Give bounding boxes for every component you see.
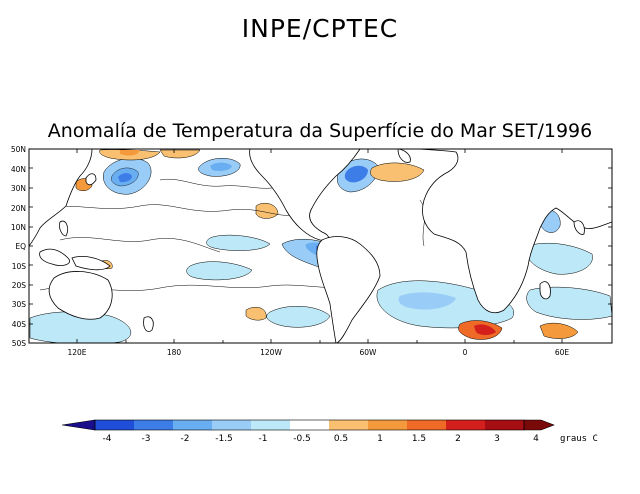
latitude-axis: 50N 40N 30N 20N 10N EQ 10S 20S 30S 40S 5… — [11, 145, 26, 348]
map-title: Anomalía de Temperatura da Superfície do… — [47, 120, 593, 142]
lat-label: 30N — [11, 184, 26, 193]
central-north-pacific-core — [210, 162, 232, 171]
legend-swatch — [368, 420, 407, 430]
borneo-land — [39, 248, 70, 266]
legend-swatch — [95, 420, 134, 430]
lat-label: 40S — [12, 320, 27, 329]
legend-unit-label: graus C — [560, 434, 598, 444]
australia-land — [48, 271, 113, 320]
philippines-land — [59, 220, 68, 237]
north-atlantic-west-core — [344, 165, 368, 183]
legend-tick-label: -0.5 — [293, 434, 311, 444]
legend-colorbar — [61, 419, 555, 431]
legend-swatch — [251, 420, 290, 430]
lat-label: 20S — [12, 281, 27, 290]
lat-label: 50N — [11, 145, 26, 154]
legend-swatch — [212, 420, 251, 430]
legend-tick-label: 0.5 — [334, 434, 348, 444]
south-america-land — [316, 236, 381, 343]
longitude-axis: 120E 180 120W 60W 0 60E — [67, 348, 569, 357]
new-guinea-land — [71, 256, 111, 271]
legend-tick-label: -3 — [142, 434, 151, 444]
south-pacific-cool-band — [186, 261, 253, 281]
legend-swatch — [446, 420, 485, 430]
legend-tick-label: 4 — [533, 434, 539, 444]
lon-label: 120W — [260, 348, 282, 357]
legend-tick-label: -1.5 — [215, 434, 233, 444]
contour-line — [39, 204, 301, 216]
legend-tick-label: 1.5 — [412, 434, 426, 444]
lat-label: 10N — [11, 223, 26, 232]
legend-tick-label: 2 — [455, 434, 461, 444]
north-pacific-west-deep-core — [118, 173, 132, 183]
lon-label: 120E — [67, 348, 86, 357]
lon-label: 60E — [555, 348, 570, 357]
legend-tick-label: 1 — [377, 434, 383, 444]
south-pacific-east-cool-patch — [266, 306, 331, 328]
india-peninsula-land — [573, 220, 585, 235]
contour-line — [159, 178, 283, 189]
lat-label: 30S — [12, 300, 27, 309]
legend-swatch — [485, 420, 524, 430]
lat-label: 20N — [11, 204, 26, 213]
legend-swatch-low-arrow — [62, 420, 95, 430]
okhotsk-warm-core — [120, 150, 140, 156]
legend-swatch — [173, 420, 212, 430]
northeast-pacific-warm-patch — [255, 203, 279, 219]
greenland-tip-land — [397, 149, 411, 163]
south-indian-warm-patch — [539, 322, 579, 339]
longitude-ticks — [76, 149, 563, 343]
legend-tick-label: 3 — [494, 434, 500, 444]
central-equatorial-pacific-cool-patch — [206, 234, 271, 251]
latitude-ticks — [29, 167, 612, 325]
lon-label: 0 — [463, 348, 468, 357]
lat-label: 50S — [12, 339, 27, 348]
lat-label: 10S — [12, 262, 27, 271]
lat-label: 40N — [11, 165, 26, 174]
lat-label: EQ — [15, 242, 26, 251]
legend-swatch — [134, 420, 173, 430]
organization-title: INPE/CPTEC — [241, 14, 399, 43]
north-atlantic-warm-patch — [370, 162, 425, 182]
bering-warm-patch — [159, 149, 201, 159]
indian-ocean-cool-patch — [526, 242, 593, 275]
agulhas-warm-core — [474, 324, 496, 335]
new-zealand-land — [143, 316, 154, 332]
legend-tick-labels: -4 -3 -2 -1.5 -1 -0.5 0.5 1 1.5 2 3 4 — [103, 434, 540, 444]
africa-eurasia-land — [419, 149, 612, 314]
legend-swatch — [329, 420, 368, 430]
south-pacific-warm-patch — [245, 307, 267, 321]
japan-land — [85, 173, 97, 186]
legend-swatch — [407, 420, 446, 430]
lon-label: 60W — [360, 348, 378, 357]
contour-line — [59, 237, 221, 253]
south-atlantic-core — [398, 292, 456, 310]
east-asia-land — [29, 149, 93, 247]
map-field — [29, 149, 612, 343]
legend-tick-label: -2 — [181, 434, 190, 444]
land-masses — [29, 149, 612, 343]
lon-label: 180 — [167, 348, 182, 357]
legend-tick-label: -1 — [259, 434, 268, 444]
legend-swatch-high-arrow — [524, 420, 554, 430]
legend-swatch — [290, 420, 329, 430]
madagascar-land — [539, 281, 551, 300]
legend-tick-label: -4 — [103, 434, 112, 444]
